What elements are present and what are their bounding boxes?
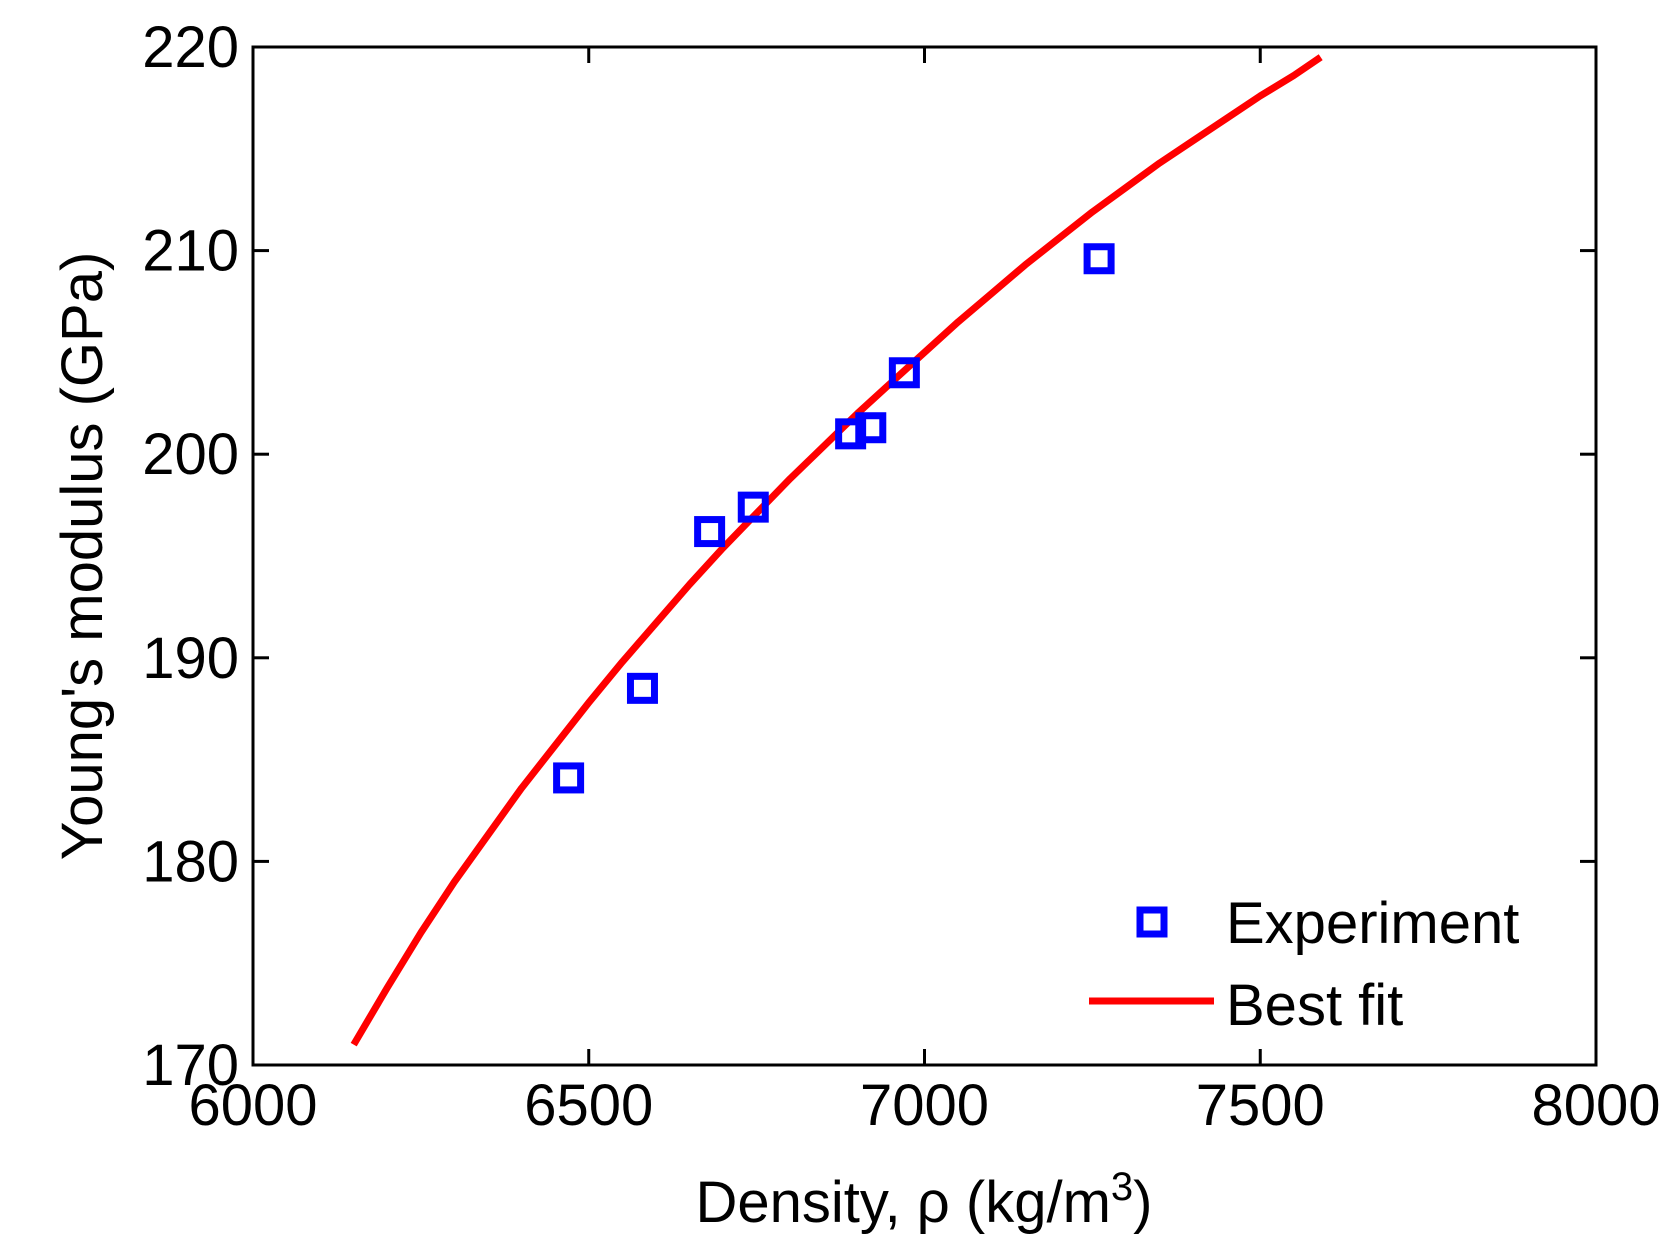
y-axis-label: Young's modulus (GPa) xyxy=(50,252,115,861)
x-tick-label: 6500 xyxy=(524,1073,653,1138)
experiment-point xyxy=(553,762,585,794)
legend: Experiment Best fit xyxy=(1089,891,1519,1038)
experiment-point xyxy=(835,418,867,450)
legend-experiment-marker xyxy=(1136,906,1168,938)
y-tick-label: 180 xyxy=(142,829,239,894)
experiment-markers xyxy=(553,243,1115,794)
experiment-point xyxy=(1083,243,1115,275)
x-tick-label: 7500 xyxy=(1196,1073,1325,1138)
best-fit-line xyxy=(350,54,1323,1047)
y-tick-label: 190 xyxy=(142,626,239,691)
legend-experiment-label: Experiment xyxy=(1226,891,1519,956)
experiment-point xyxy=(855,412,887,444)
experiment-point xyxy=(737,491,769,523)
legend-best-fit-label: Best fit xyxy=(1226,973,1403,1038)
x-tick-label: 7000 xyxy=(860,1073,989,1138)
y-tick-label: 200 xyxy=(142,422,239,487)
x-axis-label: Density, ρ (kg/m3) xyxy=(695,1165,1152,1235)
experiment-point xyxy=(888,357,920,389)
y-tick-label: 170 xyxy=(142,1033,239,1098)
y-tick-label: 220 xyxy=(142,15,239,80)
x-tick-label: 8000 xyxy=(1531,1073,1660,1138)
experiment-point xyxy=(694,516,726,548)
experiment-point xyxy=(626,672,658,704)
ticks xyxy=(251,45,1598,1067)
y-tick-label: 210 xyxy=(142,219,239,284)
x-tick-label: 6000 xyxy=(188,1073,317,1138)
tick-labels: 6000 6500 7000 7500 8000 170 180 190 200 210 220 xyxy=(142,15,1660,1138)
